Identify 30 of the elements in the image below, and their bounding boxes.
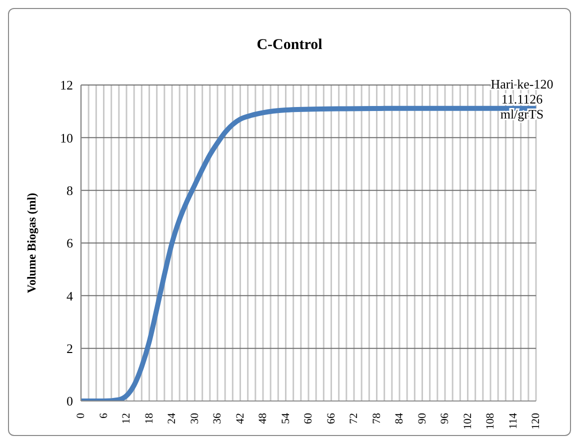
x-tick-label: 30 [188,412,201,424]
y-tick-label: 10 [60,130,73,146]
x-tick-label: 72 [348,413,360,424]
x-tick-label: 78 [370,412,383,424]
y-tick-label: 8 [66,182,73,198]
x-tick-label: 42 [234,413,246,424]
x-tick-label: 0 [75,412,87,418]
x-tick-label: 66 [325,412,338,424]
x-tick-label: 114 [507,412,520,430]
y-axis-title: Volume Biogas (ml) [24,192,38,294]
x-tick-label: 6 [98,412,110,418]
x-tick-label: 18 [143,412,156,424]
chart-title: C-Control [256,37,324,54]
y-tick-label: 6 [66,236,74,251]
y-tick-label: 2 [66,340,73,356]
x-tick-label: 24 [166,412,178,424]
x-tick-label: 48 [257,412,269,424]
x-tick-label: 54 [280,412,292,424]
x-tick-label: 84 [394,412,406,424]
x-tick-label: 108 [484,412,496,430]
x-tick-label: 90 [416,412,428,424]
y-tick-label: 12 [60,78,73,93]
x-tick-label: 60 [302,412,314,424]
x-tick-label: 102 [462,413,474,430]
x-tick-label: 96 [439,412,451,424]
x-tick-label: 12 [120,413,132,424]
y-tick-label: 0 [66,394,73,409]
x-tick-label: 120 [530,412,542,430]
x-tick-label: 36 [212,412,224,424]
y-tick-label: 4 [66,288,74,304]
